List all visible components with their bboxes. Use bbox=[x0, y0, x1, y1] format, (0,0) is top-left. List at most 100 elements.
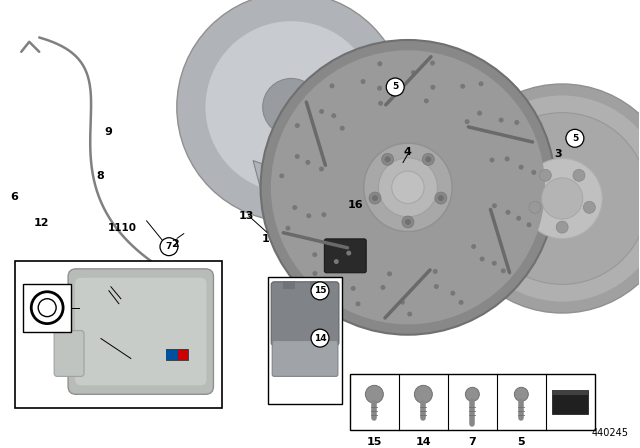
Bar bbox=[166, 349, 188, 361]
Bar bbox=[177, 349, 188, 361]
Polygon shape bbox=[552, 390, 588, 414]
FancyBboxPatch shape bbox=[324, 239, 366, 273]
Circle shape bbox=[295, 123, 300, 128]
Text: 6: 6 bbox=[10, 192, 18, 202]
Circle shape bbox=[312, 252, 317, 257]
Circle shape bbox=[377, 86, 382, 90]
FancyBboxPatch shape bbox=[75, 278, 207, 385]
Circle shape bbox=[311, 329, 329, 347]
Text: 14: 14 bbox=[314, 334, 326, 343]
FancyBboxPatch shape bbox=[68, 269, 214, 394]
Circle shape bbox=[307, 213, 311, 218]
Circle shape bbox=[414, 385, 432, 403]
Circle shape bbox=[541, 178, 583, 219]
Bar bbox=[166, 349, 177, 361]
Circle shape bbox=[386, 78, 404, 96]
Circle shape bbox=[460, 84, 465, 89]
Circle shape bbox=[411, 70, 416, 75]
Circle shape bbox=[426, 156, 431, 162]
Circle shape bbox=[573, 169, 585, 181]
Circle shape bbox=[531, 170, 536, 175]
FancyBboxPatch shape bbox=[272, 340, 338, 376]
Text: 15: 15 bbox=[367, 437, 382, 447]
Circle shape bbox=[372, 195, 378, 201]
Polygon shape bbox=[253, 160, 330, 196]
Text: 1: 1 bbox=[262, 234, 269, 244]
Circle shape bbox=[527, 222, 531, 227]
Circle shape bbox=[369, 192, 381, 204]
Circle shape bbox=[312, 271, 317, 276]
Circle shape bbox=[492, 261, 497, 266]
Circle shape bbox=[516, 216, 521, 221]
Circle shape bbox=[260, 40, 556, 335]
Circle shape bbox=[340, 126, 345, 131]
Text: 2: 2 bbox=[171, 239, 179, 250]
Circle shape bbox=[279, 173, 284, 178]
Text: 9: 9 bbox=[104, 127, 113, 137]
Circle shape bbox=[479, 257, 484, 262]
Bar bbox=[283, 281, 295, 289]
Circle shape bbox=[311, 282, 329, 300]
Circle shape bbox=[332, 113, 336, 118]
Circle shape bbox=[360, 79, 365, 84]
Text: 14: 14 bbox=[415, 437, 431, 447]
Circle shape bbox=[319, 167, 324, 172]
Text: 4: 4 bbox=[403, 146, 412, 157]
Circle shape bbox=[381, 153, 394, 165]
Text: 15: 15 bbox=[314, 286, 326, 295]
Text: 13: 13 bbox=[239, 211, 255, 221]
Circle shape bbox=[387, 271, 392, 276]
Bar bbox=[310, 281, 322, 289]
Text: 8: 8 bbox=[96, 171, 104, 181]
Circle shape bbox=[271, 50, 545, 324]
Circle shape bbox=[522, 159, 602, 239]
Circle shape bbox=[459, 300, 463, 305]
Circle shape bbox=[501, 268, 506, 273]
Circle shape bbox=[405, 219, 411, 225]
Circle shape bbox=[471, 244, 476, 249]
Circle shape bbox=[381, 285, 385, 290]
Circle shape bbox=[378, 158, 437, 217]
Circle shape bbox=[438, 195, 444, 201]
Circle shape bbox=[402, 216, 414, 228]
Circle shape bbox=[319, 109, 324, 114]
Circle shape bbox=[334, 259, 339, 264]
Circle shape bbox=[584, 202, 595, 213]
Circle shape bbox=[400, 300, 405, 305]
Text: 5: 5 bbox=[518, 437, 525, 447]
Circle shape bbox=[518, 165, 524, 170]
Circle shape bbox=[490, 158, 495, 163]
Text: 1110: 1110 bbox=[108, 224, 137, 233]
FancyBboxPatch shape bbox=[54, 331, 84, 376]
Circle shape bbox=[422, 153, 435, 165]
Text: 3: 3 bbox=[554, 149, 561, 159]
Circle shape bbox=[465, 388, 479, 401]
Circle shape bbox=[465, 119, 470, 124]
Circle shape bbox=[330, 83, 335, 88]
Circle shape bbox=[292, 205, 297, 210]
Bar bbox=[268, 277, 342, 404]
Circle shape bbox=[295, 154, 300, 159]
Circle shape bbox=[447, 84, 640, 313]
Circle shape bbox=[378, 101, 383, 106]
Bar bbox=[23, 284, 71, 332]
Circle shape bbox=[435, 192, 447, 204]
Circle shape bbox=[364, 143, 452, 232]
Circle shape bbox=[451, 291, 455, 296]
Circle shape bbox=[160, 238, 178, 256]
Circle shape bbox=[351, 286, 356, 291]
Ellipse shape bbox=[262, 78, 320, 136]
Text: 5: 5 bbox=[572, 134, 578, 143]
Circle shape bbox=[356, 302, 360, 306]
Circle shape bbox=[378, 61, 382, 66]
Circle shape bbox=[385, 156, 390, 162]
Circle shape bbox=[540, 169, 551, 181]
Bar bbox=[15, 261, 223, 408]
Circle shape bbox=[433, 269, 438, 274]
Circle shape bbox=[430, 60, 435, 65]
Circle shape bbox=[566, 129, 584, 147]
Ellipse shape bbox=[177, 0, 406, 222]
Circle shape bbox=[431, 85, 435, 90]
Circle shape bbox=[392, 171, 424, 203]
Circle shape bbox=[321, 212, 326, 217]
